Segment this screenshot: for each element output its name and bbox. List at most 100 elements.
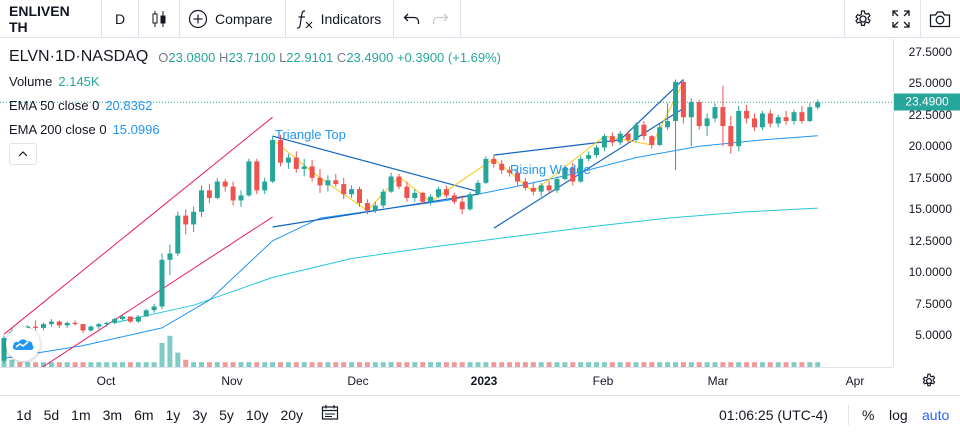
volume-bar <box>396 362 402 367</box>
candle-body <box>491 158 497 164</box>
range-button-3m[interactable]: 3m <box>102 406 123 423</box>
change-value: +0.3900 (+1.69%) <box>396 49 502 65</box>
range-button-5y[interactable]: 5y <box>219 406 234 423</box>
range-button-1d[interactable]: 1d <box>16 406 32 423</box>
volume-bar <box>357 362 362 367</box>
fullscreen-button[interactable] <box>882 0 920 38</box>
legend-interval: 1D <box>54 48 76 65</box>
price-tick: 27.5000 <box>908 44 952 59</box>
timezone-clock[interactable]: 01:06:25 (UTC-4) <box>719 406 828 423</box>
volume-bar <box>341 362 347 367</box>
indicators-button[interactable]: Indicators <box>286 0 394 38</box>
candle-body <box>380 191 386 206</box>
volume-bar <box>688 362 694 367</box>
volume-bar <box>33 362 39 367</box>
volume-bar <box>333 362 339 367</box>
interval-button[interactable]: D <box>114 10 126 27</box>
ema200-value: 15.0996 <box>112 121 160 137</box>
price-tick: 10.0000 <box>908 265 952 280</box>
candle-body <box>222 181 228 187</box>
volume-bar <box>309 362 315 367</box>
volume-bar <box>530 362 536 367</box>
volume-bar <box>443 362 449 367</box>
candle-body <box>633 124 639 140</box>
volume-bar <box>64 362 70 367</box>
volume-bar <box>451 362 457 367</box>
candle-body <box>143 310 149 317</box>
volume-bar <box>436 362 441 367</box>
bottom-divider <box>848 405 849 425</box>
range-button-5d[interactable]: 5d <box>43 406 60 423</box>
candle-body <box>230 186 236 201</box>
go-to-date-button[interactable] <box>321 404 339 425</box>
triangle-top-label[interactable]: Triangle Top <box>275 127 346 142</box>
candle-body <box>183 215 189 225</box>
volume-bar <box>475 362 481 367</box>
candle-body <box>135 316 141 322</box>
chart-pane[interactable]: Triangle Top Rising Wedge <box>0 39 893 367</box>
candle-body <box>341 184 347 195</box>
redo-button[interactable] <box>426 0 454 38</box>
chart-style-button[interactable] <box>139 0 179 38</box>
tradingview-logo[interactable] <box>6 327 40 361</box>
auto-scale-button[interactable]: auto <box>922 406 950 423</box>
price-axis[interactable]: 27.5000 25.0000 22.5000 20.0000 17.5000 15.00… <box>893 39 960 367</box>
ema200-legend-row[interactable]: EMA 200 close 0 15.0996 <box>9 117 501 141</box>
open-label: O <box>158 49 169 65</box>
compare-button[interactable]: Compare <box>180 0 285 38</box>
candle-body <box>752 118 757 128</box>
range-button-1y[interactable]: 1y <box>165 406 181 423</box>
volume-bar <box>17 362 23 367</box>
range-button-1m[interactable]: 1m <box>71 406 91 423</box>
candle-body <box>199 190 204 212</box>
range-button-10y[interactable]: 10y <box>245 406 269 423</box>
candle-body <box>483 158 489 183</box>
percent-scale-button[interactable]: % <box>862 406 875 423</box>
volume-bar <box>554 362 560 367</box>
volume-bar <box>783 362 789 367</box>
candle-body <box>791 112 797 121</box>
screenshot-button[interactable] <box>921 0 959 38</box>
rising-wedge-label[interactable]: Rising Wedge <box>510 162 591 177</box>
log-scale-button[interactable]: log <box>889 406 908 423</box>
ema50-legend-row[interactable]: EMA 50 close 0 20.8362 <box>9 93 501 117</box>
undo-button[interactable] <box>398 0 426 38</box>
volume-bar <box>56 362 62 367</box>
ema200-label: EMA 200 close 0 <box>9 121 107 137</box>
symbol-search[interactable]: ENLIVEN TH <box>9 2 70 35</box>
settings-button[interactable] <box>844 0 882 38</box>
volume-bar <box>25 362 31 367</box>
volume-bar <box>649 362 655 367</box>
candle-body <box>507 170 513 173</box>
candle-body <box>673 81 678 121</box>
candle-body <box>309 166 315 178</box>
candle-body <box>720 107 726 127</box>
time-axis[interactable]: Oct Nov Dec 2023 Feb Mar Apr <box>0 367 893 394</box>
candle-body <box>728 126 734 147</box>
volume-bar <box>546 362 552 367</box>
volume-bar <box>199 362 204 367</box>
wedge-lower-line <box>493 107 684 229</box>
candle-body <box>617 133 623 143</box>
volume-bar <box>364 362 370 367</box>
candle-body <box>372 205 378 211</box>
volume-bar <box>420 362 426 367</box>
volume-legend-row[interactable]: Volume 2.145K <box>9 69 501 93</box>
volume-bar <box>586 362 592 367</box>
volume-bar <box>9 359 15 367</box>
range-button-6m[interactable]: 6m <box>134 406 154 423</box>
ema200-line <box>114 207 818 324</box>
candle-body <box>33 326 39 328</box>
range-button-20y[interactable]: 20y <box>280 406 304 423</box>
range-button-3y[interactable]: 3y <box>192 406 208 423</box>
price-chart[interactable]: Triangle Top Rising Wedge <box>0 39 893 367</box>
candle-body <box>175 215 181 254</box>
volume-bar <box>246 362 252 367</box>
collapse-legend-button[interactable] <box>9 143 37 165</box>
compare-label: Compare <box>215 10 273 27</box>
axis-settings-button[interactable] <box>918 370 940 392</box>
volume-value: 2.145K <box>58 73 100 89</box>
candle-body <box>167 253 173 260</box>
volume-bar <box>522 362 528 367</box>
candle-body <box>515 172 520 182</box>
